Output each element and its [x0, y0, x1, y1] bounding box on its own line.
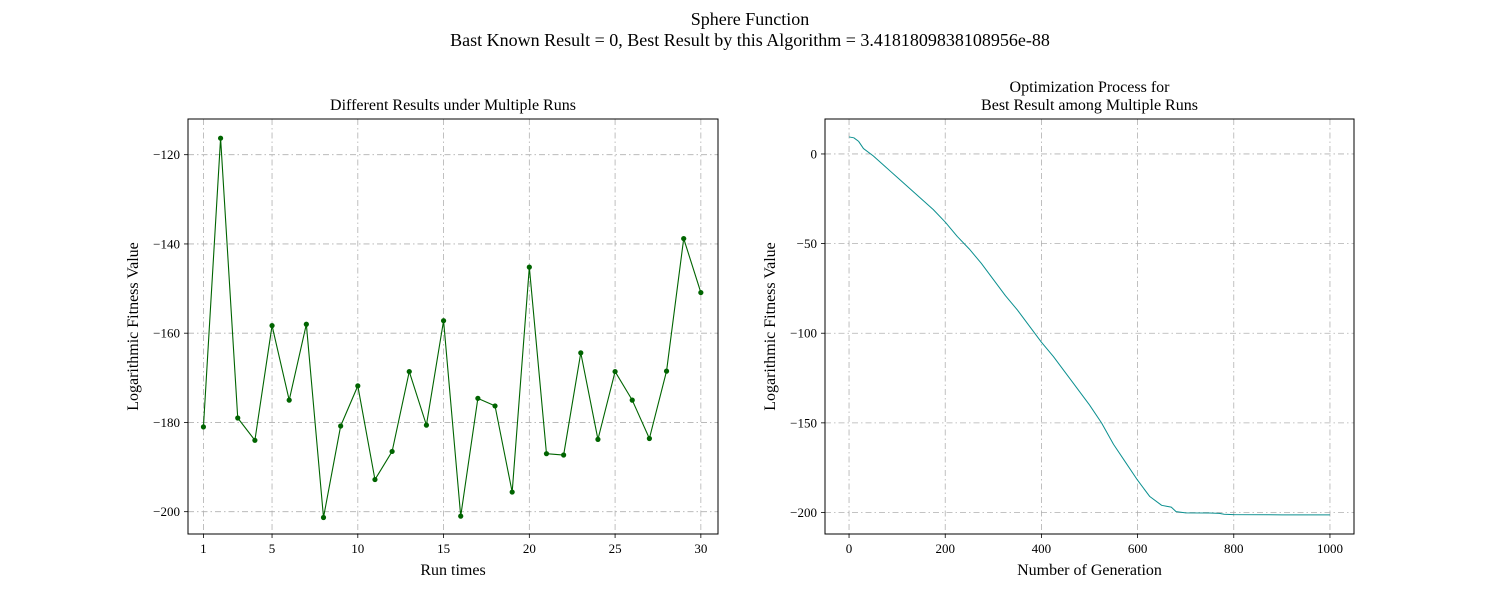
x-tick-label: 5	[269, 541, 276, 556]
figure-title: Sphere Function Bast Known Result = 0, B…	[0, 9, 1500, 51]
data-point	[612, 368, 618, 375]
data-point	[646, 435, 652, 442]
data-point	[663, 368, 670, 374]
data-point	[355, 383, 361, 389]
data-point	[458, 513, 464, 519]
x-axis-label: Number of Generation	[1017, 562, 1162, 579]
data-point	[509, 489, 515, 495]
x-tick-label: 30	[694, 541, 707, 556]
data-point	[440, 318, 447, 324]
y-tick-label: −140	[153, 236, 180, 251]
right-chart: 0 200 400 600 800 1000 −200 −150 −100 −50 0 Number …	[762, 79, 1355, 579]
figure-title-line-1: Sphere Function	[690, 9, 810, 29]
x-tick-label: 600	[1128, 541, 1148, 556]
plot-frame	[187, 118, 719, 535]
y-tick-label: −200	[153, 504, 180, 519]
x-tick-label: 200	[935, 541, 955, 556]
x-tick-label: 800	[1224, 541, 1244, 556]
x-tick-label: 1000	[1317, 541, 1343, 556]
data-point	[492, 403, 498, 409]
data-point	[423, 422, 430, 428]
data-point	[406, 368, 412, 375]
y-tick-label: −50	[797, 236, 817, 251]
plot-frame	[824, 118, 1355, 535]
y-axis-label: Logarithmic Fitness Value	[762, 242, 779, 411]
x-tick-label: 15	[437, 541, 450, 556]
x-tick-label: 10	[351, 541, 364, 556]
data-point	[629, 397, 635, 403]
y-axis-label: Logarithmic Fitness Value	[125, 242, 142, 411]
data-point	[543, 451, 550, 457]
y-tick-label: −100	[790, 326, 817, 341]
data-point	[372, 476, 378, 483]
chart-title: Different Results under Multiple Runs	[330, 97, 576, 114]
data-point	[681, 235, 687, 242]
figure-title-line-2: Bast Known Result = 0, Best Result by th…	[450, 30, 1050, 50]
x-tick-label: 1	[200, 541, 207, 556]
data-point	[269, 323, 275, 329]
data-point	[698, 289, 704, 296]
data-point	[475, 395, 481, 401]
data-point	[200, 424, 207, 430]
y-tick-label: −180	[153, 415, 180, 430]
data-point	[389, 448, 395, 455]
data-point	[303, 321, 309, 327]
chart-title: Best Result among Multiple Runs	[981, 97, 1198, 114]
data-point	[286, 397, 292, 403]
data-point	[338, 423, 344, 429]
series-line	[848, 136, 1330, 516]
data-point	[320, 514, 327, 521]
y-tick-label: −120	[153, 147, 180, 162]
data-point	[526, 264, 532, 270]
data-point	[252, 437, 258, 443]
x-axis-label: Run times	[420, 562, 485, 579]
data-point	[578, 350, 584, 356]
y-tick-label: −200	[790, 505, 817, 520]
x-tick-label: 0	[846, 541, 853, 556]
y-tick-label: 0	[811, 146, 818, 161]
y-tick-label: −150	[790, 415, 817, 430]
data-point	[217, 135, 224, 141]
data-point	[561, 452, 567, 458]
data-point	[235, 415, 241, 421]
y-tick-label: −160	[153, 326, 180, 341]
x-tick-label: 400	[1032, 541, 1052, 556]
x-tick-label: 25	[609, 541, 622, 556]
data-point	[595, 436, 601, 442]
chart-title: Optimization Process for	[1010, 79, 1171, 96]
x-tick-label: 20	[523, 541, 536, 556]
series-line	[202, 137, 702, 519]
